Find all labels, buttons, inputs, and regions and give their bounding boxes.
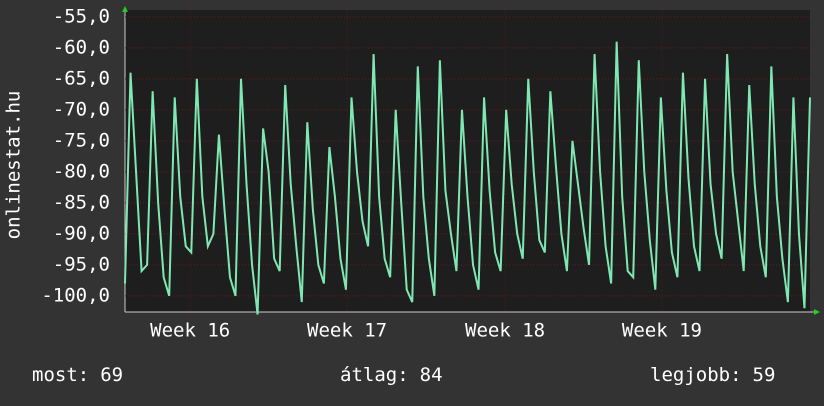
y-arrow xyxy=(122,6,128,12)
stat-label: legjobb: xyxy=(650,364,742,386)
y-tick-label: -75,0 xyxy=(53,129,110,151)
stat: legjobb: 59 xyxy=(650,364,775,386)
y-tick-label: -60,0 xyxy=(53,36,110,58)
y-tick-label: -55,0 xyxy=(53,5,110,27)
y-tick-label: -100,0 xyxy=(41,284,110,306)
stat-value: 84 xyxy=(420,364,443,386)
y-tick-label: -95,0 xyxy=(53,253,110,275)
stat-label: most: xyxy=(32,364,89,386)
stat: átlag: 84 xyxy=(340,364,443,386)
x-tick-label: Week 17 xyxy=(307,320,387,342)
stat: most: 69 xyxy=(32,364,123,386)
stat-value: 59 xyxy=(753,364,776,386)
x-tick-label: Week 16 xyxy=(150,320,230,342)
y-tick-label: -70,0 xyxy=(53,98,110,120)
y-tick-label: -85,0 xyxy=(53,191,110,213)
x-tick-label: Week 18 xyxy=(465,320,545,342)
y-tick-label: -80,0 xyxy=(53,160,110,182)
x-tick-label: Week 19 xyxy=(622,320,702,342)
y-tick-label: -90,0 xyxy=(53,222,110,244)
stat-label: átlag: xyxy=(340,364,409,386)
y-tick-label: -65,0 xyxy=(53,67,110,89)
stat-value: 69 xyxy=(100,364,123,386)
plot-area xyxy=(125,10,810,312)
x-arrow xyxy=(814,309,820,315)
data-line xyxy=(124,41,811,315)
y-axis-title: onlinestat.hu xyxy=(3,91,25,240)
